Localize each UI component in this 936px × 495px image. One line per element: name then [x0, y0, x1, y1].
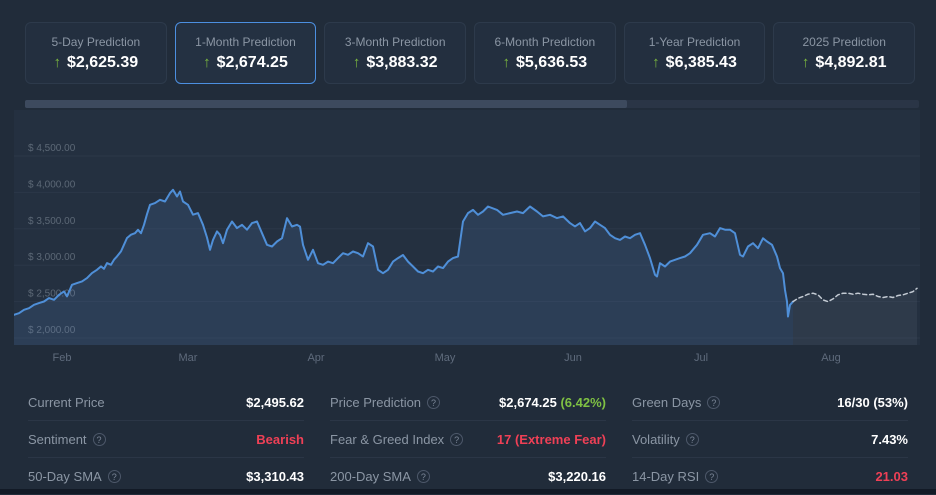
- svg-text:$ 3,500.00: $ 3,500.00: [28, 216, 76, 227]
- help-icon[interactable]: ?: [416, 470, 430, 483]
- svg-text:$ 4,500.00: $ 4,500.00: [28, 143, 76, 154]
- card-value: $2,674.25: [216, 53, 288, 71]
- stats-column-1: Current Price? $2,495.62 Sentiment? Bear…: [28, 384, 304, 495]
- stat-value: Bearish: [256, 431, 304, 447]
- stat-label: 200-Day SMA: [330, 469, 411, 484]
- prediction-card-3-month[interactable]: 3-Month Prediction ↑ $3,883.32: [324, 22, 467, 84]
- svg-text:$ 2,000.00: $ 2,000.00: [28, 325, 76, 336]
- prediction-card-6-month[interactable]: 6-Month Prediction ↑ $5,636.53: [474, 22, 616, 84]
- svg-text:$ 2,500.00: $ 2,500.00: [28, 289, 76, 300]
- prediction-card-2025[interactable]: 2025 Prediction ↑ $4,892.81: [773, 22, 916, 84]
- help-icon[interactable]: ?: [427, 395, 441, 409]
- price-chart[interactable]: $ 4,500.00 $ 4,000.00 $ 3,500.00 $ 3,000.00…: [14, 110, 920, 375]
- up-arrow-icon: ↑: [203, 54, 211, 71]
- card-value: $4,892.81: [815, 53, 887, 71]
- stat-current-price: Current Price? $2,495.62: [28, 384, 304, 421]
- stat-value-percent: (6.42%): [556, 394, 606, 410]
- stat-14-day-rsi: 14-Day RSI? 21.03: [632, 458, 908, 495]
- svg-text:Jun: Jun: [564, 352, 582, 364]
- svg-text:May: May: [435, 352, 456, 364]
- stat-label: 50-Day SMA: [28, 469, 102, 484]
- stats-table: Current Price? $2,495.62 Sentiment? Bear…: [28, 384, 908, 495]
- price-chart-container[interactable]: $ 4,500.00 $ 4,000.00 $ 3,500.00 $ 3,000.00…: [14, 110, 920, 375]
- stat-sentiment: Sentiment? Bearish: [28, 421, 304, 458]
- card-label: 1-Month Prediction: [195, 34, 296, 49]
- svg-text:$ 4,000.00: $ 4,000.00: [28, 179, 76, 190]
- cards-scrollbar-thumb[interactable]: [25, 100, 627, 108]
- stat-green-days: Green Days? 16/30 (53%): [632, 384, 908, 421]
- card-value: $2,625.39: [66, 53, 139, 71]
- stat-price-prediction: Price Prediction? $2,674.25 (6.42%): [330, 384, 606, 421]
- svg-text:Mar: Mar: [179, 352, 198, 364]
- help-icon[interactable]: ?: [107, 470, 121, 483]
- stat-value: $2,674.25: [499, 394, 557, 410]
- stat-value: 21.03: [875, 469, 908, 484]
- stat-label: Current Price: [28, 394, 105, 410]
- prediction-card-1-month[interactable]: 1-Month Prediction ↑ $2,674.25: [174, 22, 317, 84]
- stat-200-day-sma: 200-Day SMA? $3,220.16: [330, 458, 606, 495]
- card-label: 1-Year Prediction: [648, 34, 741, 49]
- card-label: 6-Month Prediction: [494, 34, 596, 49]
- svg-text:$ 3,000.00: $ 3,000.00: [28, 252, 76, 263]
- prediction-cards-row: 5-Day Prediction ↑ $2,625.39 1-Month Pred…: [25, 22, 916, 84]
- up-arrow-icon: ↑: [652, 54, 660, 71]
- help-icon[interactable]: ?: [92, 432, 106, 446]
- stat-50-day-sma: 50-Day SMA? $3,310.43: [28, 458, 304, 495]
- stat-fear-greed-index: Fear & Greed Index? 17 (Extreme Fear): [330, 421, 606, 458]
- svg-text:Jul: Jul: [694, 352, 708, 364]
- stat-label: Green Days: [632, 394, 702, 410]
- help-icon[interactable]: ?: [705, 470, 719, 483]
- cards-scrollbar-track[interactable]: [25, 100, 919, 108]
- stat-value: $3,220.16: [548, 469, 606, 484]
- section-divider: [0, 489, 936, 494]
- stats-column-3: Green Days? 16/30 (53%) Volatility? 7.43…: [632, 384, 908, 495]
- stat-value: $2,495.62: [246, 394, 304, 410]
- prediction-card-5-day[interactable]: 5-Day Prediction ↑ $2,625.39: [25, 22, 167, 84]
- svg-text:Feb: Feb: [53, 352, 72, 364]
- stat-label: Fear & Greed Index: [330, 431, 445, 447]
- stat-value: 7.43%: [871, 431, 908, 447]
- stats-column-2: Price Prediction? $2,674.25 (6.42%) Fear…: [330, 384, 606, 495]
- stat-volatility: Volatility? 7.43%: [632, 421, 908, 458]
- help-icon[interactable]: ?: [685, 432, 699, 446]
- stat-label: 14-Day RSI: [632, 469, 700, 484]
- stat-value: 16/30 (53%): [837, 394, 908, 410]
- card-value: $3,883.32: [366, 53, 438, 71]
- prediction-card-1-year[interactable]: 1-Year Prediction ↑ $6,385.43: [623, 22, 766, 84]
- stat-label: Price Prediction: [330, 394, 422, 410]
- stat-label: Sentiment: [28, 431, 87, 447]
- help-icon[interactable]: ?: [707, 395, 721, 409]
- up-arrow-icon: ↑: [502, 54, 511, 71]
- card-value: $5,636.53: [516, 53, 588, 71]
- help-icon[interactable]: ?: [450, 432, 464, 446]
- stat-label: Volatility: [632, 431, 680, 447]
- up-arrow-icon: ↑: [801, 54, 810, 71]
- stat-value: 17 (Extreme Fear): [496, 431, 606, 447]
- card-label: 3-Month Prediction: [344, 34, 446, 49]
- card-value: $6,385.43: [665, 53, 737, 71]
- up-arrow-icon: ↑: [53, 54, 61, 71]
- svg-text:Apr: Apr: [307, 352, 324, 364]
- svg-text:Aug: Aug: [821, 352, 841, 364]
- up-arrow-icon: ↑: [352, 54, 361, 71]
- card-label: 2025 Prediction: [802, 34, 886, 49]
- stat-value: $3,310.43: [246, 469, 304, 484]
- card-label: 5-Day Prediction: [51, 34, 141, 49]
